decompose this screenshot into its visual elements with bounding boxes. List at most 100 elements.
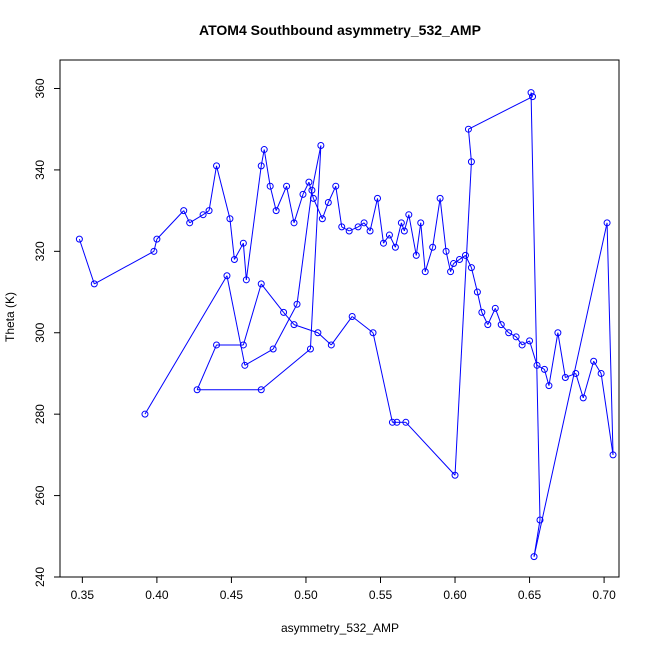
series-segment: [94, 250, 155, 285]
series-segment: [348, 226, 359, 232]
series-segment: [363, 222, 371, 232]
data-point: [338, 223, 346, 231]
series-segment: [415, 222, 422, 256]
data-point: [260, 146, 268, 154]
data-point: [180, 207, 188, 215]
data-point: [317, 141, 325, 149]
data-point: [451, 471, 459, 479]
series-segment: [293, 194, 304, 223]
data-point: [405, 211, 413, 219]
data-point: [299, 190, 307, 198]
data-point: [141, 410, 149, 418]
x-tick-label: 0.70: [592, 588, 616, 602]
data-point: [484, 321, 492, 329]
data-point: [540, 365, 548, 373]
data-point: [266, 182, 274, 190]
data-point: [290, 219, 298, 227]
data-point: [442, 247, 450, 255]
y-tick-label: 300: [33, 322, 47, 342]
data-point: [417, 219, 425, 227]
series-segment: [242, 283, 262, 346]
data-point: [374, 194, 382, 202]
series-segment: [263, 149, 271, 187]
series-segment: [144, 275, 228, 415]
data-point: [366, 227, 374, 235]
data-point: [505, 329, 513, 337]
series-segment: [557, 332, 566, 378]
data-point: [385, 231, 393, 239]
series-segment: [377, 198, 384, 244]
series-segment: [202, 210, 210, 216]
data-point: [603, 219, 611, 227]
data-point: [467, 264, 475, 272]
data-point: [512, 333, 520, 341]
data-point: [324, 198, 332, 206]
data-point: [242, 276, 250, 284]
series-segment: [244, 348, 274, 366]
y-tick-label: 240: [33, 567, 47, 587]
data-point: [332, 182, 340, 190]
x-tick-label: 0.60: [443, 588, 467, 602]
data-point: [536, 516, 544, 524]
series-segment: [153, 238, 158, 252]
data-point: [269, 345, 277, 353]
series-segment: [481, 312, 489, 325]
data-point: [369, 329, 377, 337]
series-segment: [311, 145, 322, 191]
series-segment: [530, 92, 541, 521]
series-segment: [453, 259, 460, 264]
x-tick-label: 0.65: [518, 588, 542, 602]
series-segment: [351, 316, 374, 334]
data-point: [306, 345, 314, 353]
series-segment: [260, 283, 284, 313]
data-point: [213, 341, 221, 349]
data-point: [609, 451, 617, 459]
x-tick-label: 0.40: [145, 588, 169, 602]
series-segment: [400, 222, 405, 232]
data-point: [327, 341, 335, 349]
data-point: [518, 341, 526, 349]
series-segment: [335, 186, 343, 227]
data-point: [412, 251, 420, 259]
data-point: [199, 211, 207, 219]
series-segment: [575, 373, 584, 399]
series-segment: [388, 234, 396, 248]
series-segment: [208, 165, 218, 211]
data-point: [529, 93, 537, 101]
data-point: [388, 418, 396, 426]
series-points: [75, 89, 617, 561]
data-point: [153, 235, 161, 243]
y-tick-label: 360: [33, 78, 47, 98]
data-point: [90, 280, 98, 288]
series-segment: [286, 186, 295, 223]
y-tick-label: 280: [33, 404, 47, 424]
series-segment: [530, 92, 534, 97]
series-segment: [78, 238, 95, 285]
plot-frame: [59, 59, 620, 578]
series-segment: [275, 186, 288, 211]
y-axis-label: Theta (K): [3, 292, 17, 342]
series-segment: [548, 332, 559, 386]
data-point: [150, 247, 158, 255]
data-point: [348, 312, 356, 320]
x-tick-label: 0.35: [71, 588, 95, 602]
series-segment: [372, 332, 393, 423]
data-point: [280, 308, 288, 316]
data-point: [379, 239, 387, 247]
data-point: [305, 178, 313, 186]
x-tick-label: 0.55: [369, 588, 393, 602]
series-segment: [183, 210, 191, 224]
series-segment: [500, 324, 510, 334]
data-point: [554, 329, 562, 337]
y-tick-label: 260: [33, 485, 47, 505]
series-segment: [242, 243, 247, 280]
data-point: [561, 374, 569, 382]
data-point: [464, 125, 472, 133]
data-point: [393, 418, 401, 426]
series-segment: [432, 198, 441, 248]
data-point: [397, 219, 405, 227]
series-segment: [454, 161, 472, 476]
series-segment: [521, 340, 530, 346]
